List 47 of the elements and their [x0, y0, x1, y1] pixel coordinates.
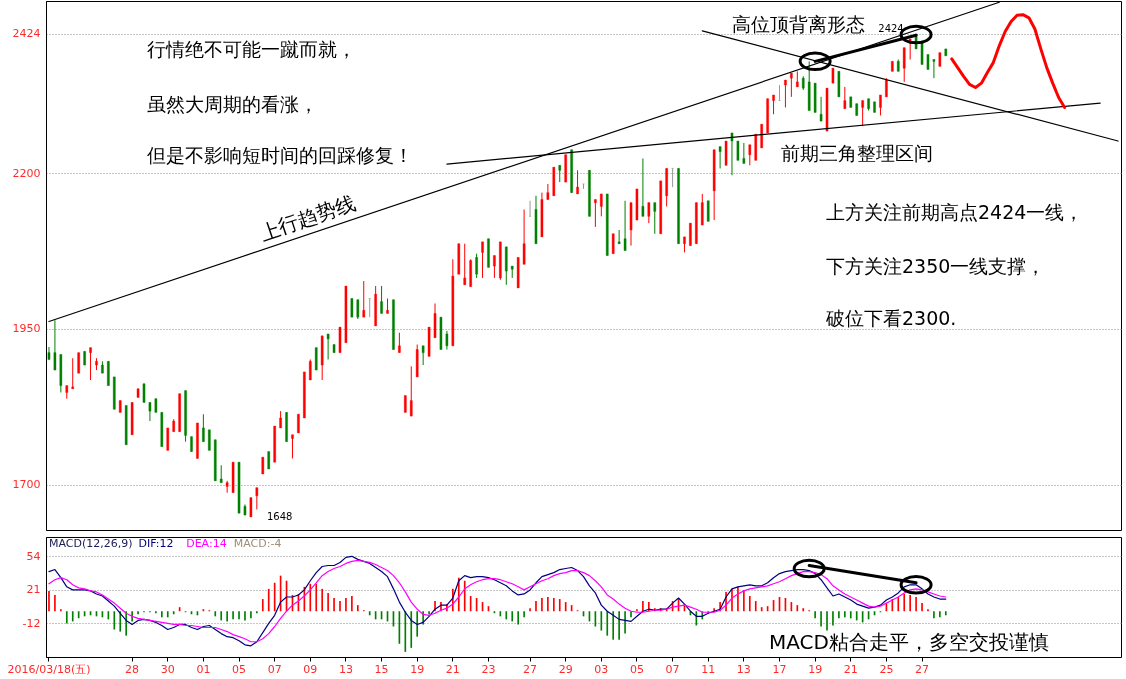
- x-tick-label: 28: [125, 662, 140, 676]
- y-tick-label: 54: [26, 549, 41, 563]
- x-tick-label: 21: [843, 662, 858, 676]
- annotation: 下方关注2350一线支撑，: [826, 255, 1046, 277]
- annotation: MACD粘合走平，多空交投谨慎: [769, 630, 1049, 654]
- x-tick-label: 05: [629, 662, 644, 676]
- x-tick-label: 17: [772, 662, 787, 676]
- x-tick-label: 01: [196, 662, 211, 676]
- x-tick-label: 21: [445, 662, 460, 676]
- x-tick-label: 19: [808, 662, 823, 676]
- x-tick-label: 03: [594, 662, 609, 676]
- annotation: 破位下看2300.: [825, 307, 957, 329]
- y-tick-label: 21: [26, 583, 41, 597]
- y-tick-label: 1950: [12, 322, 41, 336]
- text: MACD:-4: [233, 537, 282, 550]
- y-tick-label: 1700: [12, 478, 41, 492]
- annotation: 上行趋势线: [256, 190, 359, 246]
- x-tick-label: 05: [232, 662, 247, 676]
- x-tick-label: 19: [410, 662, 425, 676]
- annotation: 前期三角整理区间: [781, 142, 933, 164]
- x-tick-label: 27: [915, 662, 930, 676]
- x-tick-label: 23: [481, 662, 496, 676]
- y-tick-label: 2424: [12, 27, 41, 41]
- annotation: 高位顶背离形态: [732, 13, 865, 35]
- annotation: 虽然大周期的看涨，: [147, 93, 318, 115]
- annotation: 1648: [267, 511, 293, 522]
- x-tick-label: 30: [160, 662, 175, 676]
- x-tick-label: 29: [558, 662, 573, 676]
- x-tick-label: 2016/03/18(五): [7, 662, 91, 676]
- annotation: 2424: [878, 23, 904, 34]
- chart-title: MACD(12,26,9): [49, 537, 133, 550]
- x-tick-label: 09: [303, 662, 318, 676]
- x-tick-label: 25: [879, 662, 894, 676]
- y-tick-label: -12: [22, 616, 41, 630]
- text: DEA:14: [186, 537, 227, 550]
- annotation: 行情绝不可能一蹴而就，: [147, 38, 356, 60]
- y-tick-label: 2200: [12, 166, 41, 180]
- x-tick-label: 07: [267, 662, 282, 676]
- x-tick-label: 13: [736, 662, 751, 676]
- annotation: 但是不影响短时间的回踩修复！: [147, 144, 413, 166]
- x-tick-label: 27: [523, 662, 538, 676]
- text: DIF:12: [138, 537, 174, 550]
- annotation: 上方关注前期高点2424一线，: [826, 201, 1084, 223]
- x-tick-label: 15: [374, 662, 389, 676]
- x-tick-label: 11: [701, 662, 716, 676]
- x-tick-label: 13: [338, 662, 353, 676]
- x-tick-label: 07: [665, 662, 680, 676]
